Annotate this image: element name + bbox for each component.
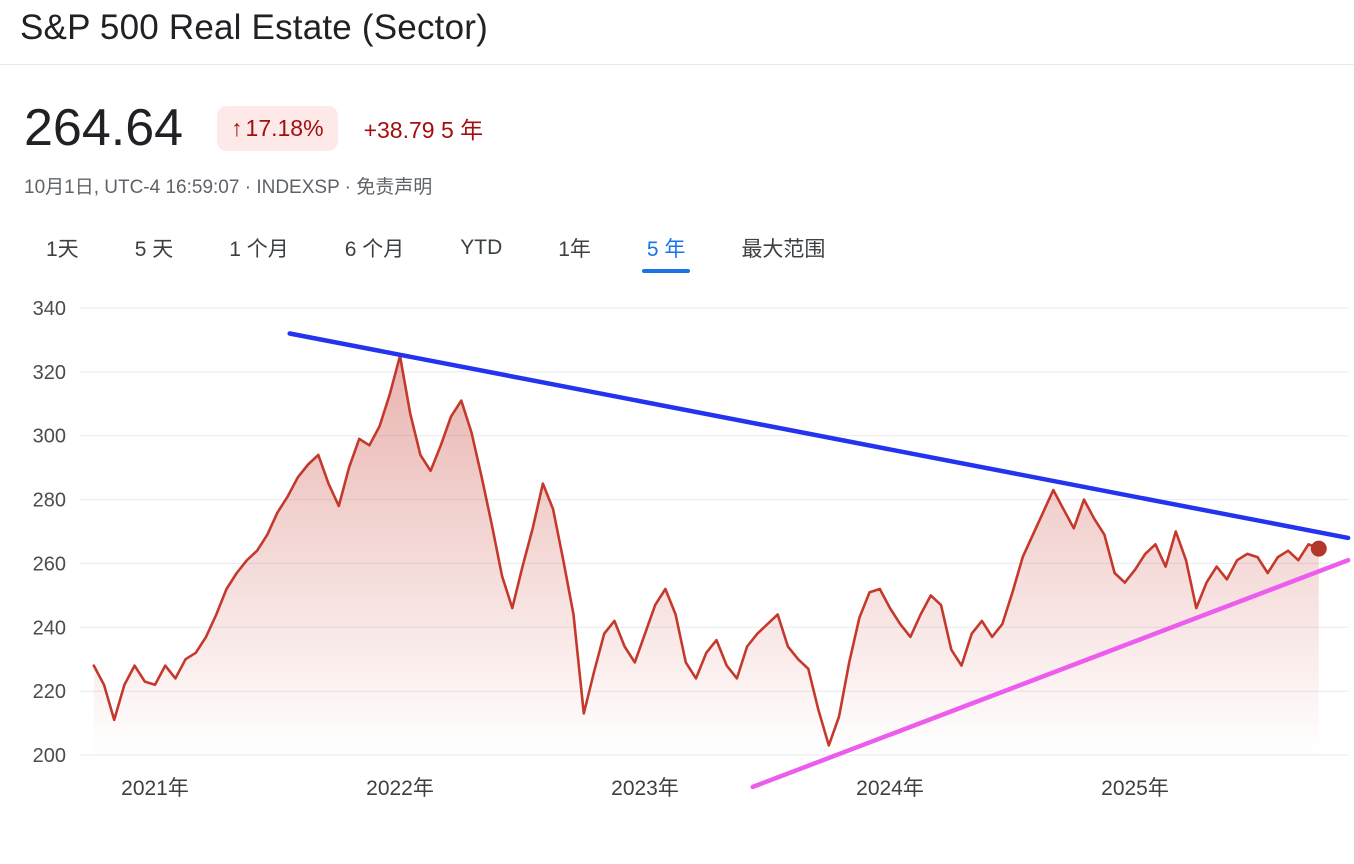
descending-resistance-trendline [287,330,1351,540]
change-absolute: +38.79 5 年 [363,117,484,144]
last-price-dot [1310,540,1327,557]
ascending-support-trendline [750,557,1351,789]
range-tab-6m[interactable]: 6 个月 [345,229,405,273]
header: S&P 500 Real Estate (Sector) [0,8,1354,48]
svg-text:2021年: 2021年 [121,777,189,800]
range-tab-max[interactable]: 最大范围 [741,229,825,273]
change-percent-value: 17.18% [245,114,324,141]
chart-container[interactable]: 200 220 240 260 280 300 320 340 2021年 2022年 2023年 2… [0,285,1354,820]
range-tab-5y[interactable]: 5 年 [641,229,690,273]
range-tab-5d[interactable]: 5 天 [135,229,174,273]
quote-section: 264.64 ↑ 17.18% +38.79 5 年 10月1日, UTC-4 … [0,65,1354,199]
change-percent-badge: ↑ 17.18% [217,105,338,151]
quote-row: 264.64 ↑ 17.18% +38.79 5 年 [24,101,1354,156]
quote-meta: 10月1日, UTC-4 16:59:07 · INDEXSP · 免责声明 [24,172,1354,199]
quote-timestamp: 10月1日, UTC-4 16:59:07 · INDEXSP · [24,176,357,198]
svg-text:280: 280 [33,489,66,511]
svg-text:200: 200 [33,745,66,767]
range-tab-1y[interactable]: 1年 [558,229,591,273]
x-axis-labels: 2021年 2022年 2023年 2024年 2025年 [121,777,1169,800]
up-arrow-icon: ↑ [231,114,243,141]
svg-text:300: 300 [33,425,66,447]
range-tab-ytd[interactable]: YTD [460,229,502,273]
svg-text:240: 240 [33,617,66,639]
series-area-fill [93,355,1319,755]
svg-text:2022年: 2022年 [366,777,434,800]
svg-text:2024年: 2024年 [856,777,924,800]
finance-quote-page: S&P 500 Real Estate (Sector) 264.64 ↑ 17… [0,8,1354,864]
range-tab-1m[interactable]: 1 个月 [229,229,289,273]
series-line [92,354,1321,747]
range-tab-1d[interactable]: 1天 [46,229,79,273]
range-tabs: 1天 5 天 1 个月 6 个月 YTD 1年 5 年 最大范围 [0,199,1354,273]
header-divider [0,64,1354,65]
svg-text:2023年: 2023年 [611,777,679,800]
svg-text:220: 220 [33,681,66,703]
page-title: S&P 500 Real Estate (Sector) [20,8,488,47]
current-price: 264.64 [24,99,184,157]
disclaimer-link[interactable]: 免责声明 [356,176,433,198]
svg-text:2025年: 2025年 [1101,777,1169,800]
svg-text:340: 340 [33,298,66,320]
svg-text:260: 260 [33,553,66,575]
svg-text:320: 320 [33,361,66,383]
